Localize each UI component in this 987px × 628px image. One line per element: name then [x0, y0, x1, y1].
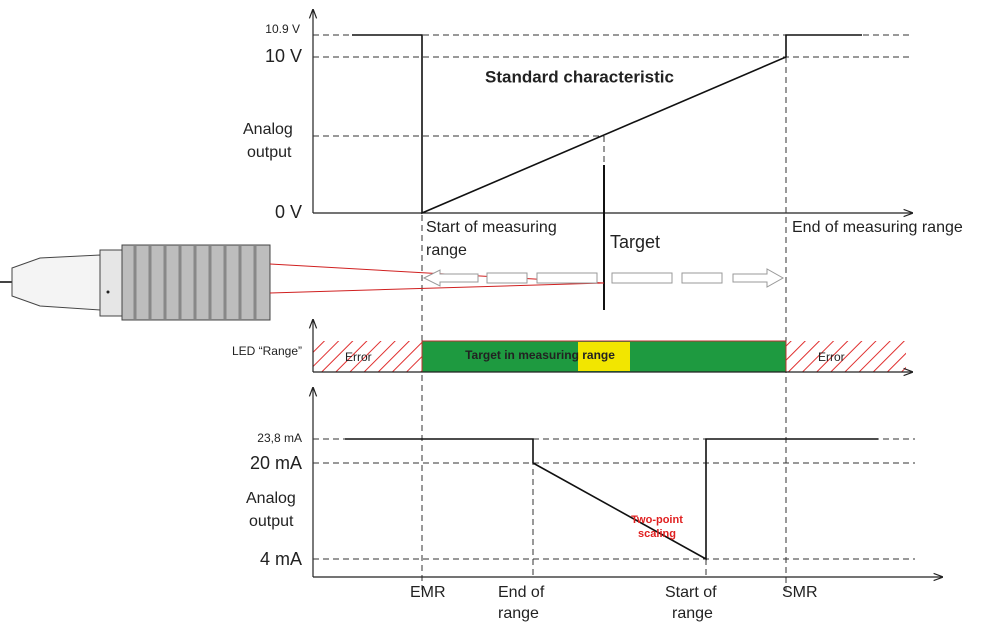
- title: Standard characteristic: [485, 67, 674, 86]
- label: Target: [610, 232, 660, 252]
- annotation: Two-point: [631, 514, 683, 526]
- y-label: 10.9 V: [265, 22, 300, 36]
- label: range: [426, 242, 467, 259]
- bottom-chart: 23,8 mA 20 mA 4 mA Analog output Two-poi…: [246, 388, 942, 622]
- axis-label: output: [247, 144, 292, 161]
- led-row: LED “Range” Error Error Target in measur…: [232, 320, 912, 372]
- axis-label: Analog: [243, 121, 293, 138]
- y-label: 20 mA: [250, 453, 302, 473]
- label: Target in measuring range: [465, 348, 615, 362]
- y-label: 4 mA: [260, 549, 302, 569]
- x-label: SMR: [782, 584, 818, 601]
- label: Error: [345, 350, 372, 364]
- axis-label: output: [249, 513, 294, 530]
- y-label: 0 V: [275, 202, 302, 222]
- label: LED “Range”: [232, 344, 302, 358]
- x-label: EMR: [410, 584, 446, 601]
- x-label: Start of: [665, 584, 717, 601]
- label: End of measuring range: [792, 219, 963, 236]
- y-label: 10 V: [265, 46, 302, 66]
- annotation: scaling: [638, 528, 676, 540]
- top-chart: 10.9 V 10 V 0 V Analog output Standard c…: [243, 10, 963, 590]
- label: Start of measuring: [426, 219, 557, 236]
- x-label: range: [498, 605, 539, 622]
- axis-label: Analog: [246, 490, 296, 507]
- x-label: range: [672, 605, 713, 622]
- sensor: [0, 244, 785, 321]
- y-label: 23,8 mA: [257, 431, 302, 445]
- label: Error: [818, 350, 845, 364]
- x-label: End of: [498, 584, 545, 601]
